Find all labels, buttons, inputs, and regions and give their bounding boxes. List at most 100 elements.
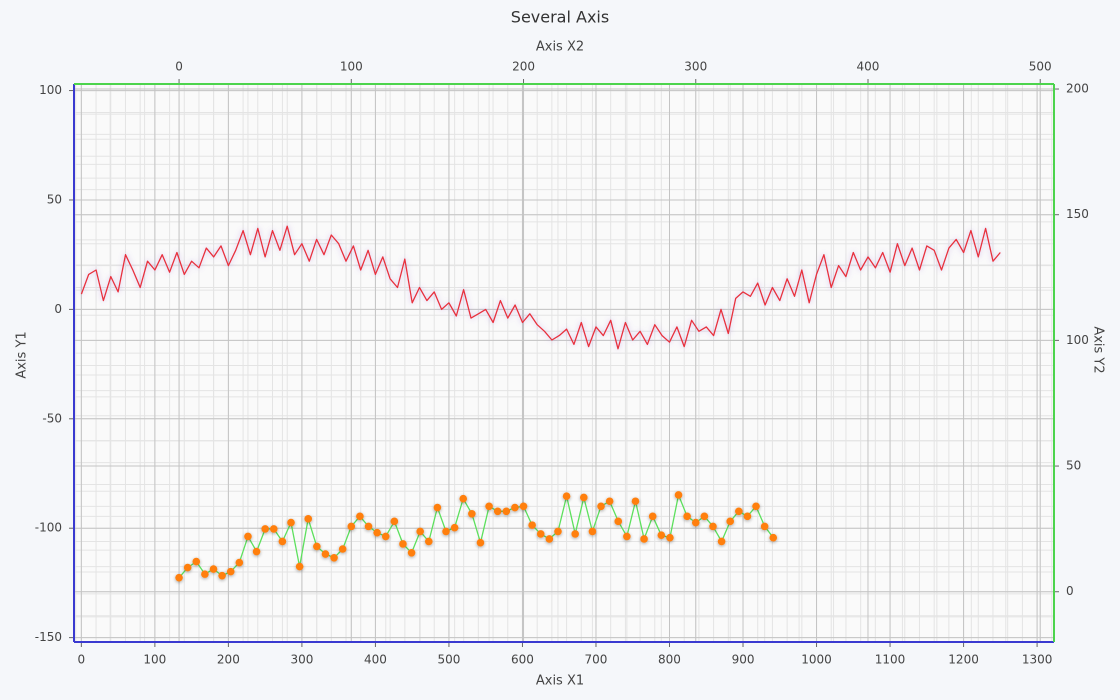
marker [459,494,468,503]
y-axis-title: Axis Y1 [15,331,30,378]
marker [373,528,381,537]
marker [287,518,295,527]
x2-tick-label: 500 [1029,60,1052,74]
series-line [80,225,1001,350]
marker [330,553,338,562]
marker [743,512,752,521]
marker [545,535,554,543]
x-axis-title: Axis X1 [536,674,584,689]
marker [416,527,424,536]
plot-area [74,84,1054,642]
marker [244,532,252,541]
chart-title: Several Axis [511,8,609,27]
marker [218,571,226,580]
x-tick-label: 900 [732,653,755,667]
axes: 0 100 200 300 400 500 600 700 800 900 1000 1100 1200… [35,60,1089,667]
x-tick-label: 600 [511,653,534,667]
marker [769,533,778,542]
marks [80,225,1001,582]
y-tick-label: 100 [39,83,62,97]
marker [554,527,562,536]
marker [235,558,244,567]
marker [347,522,356,531]
marker [313,542,321,551]
y-tick-label: -150 [35,630,62,644]
series-line [178,494,774,579]
marker [493,507,502,516]
marker [192,557,201,566]
marker [338,545,347,553]
marker [209,565,218,573]
x-tick-label: 300 [290,653,313,667]
marker [424,537,433,546]
y-tick-label: 50 [47,192,62,206]
marker [648,512,657,521]
marker [295,562,304,571]
x-tick-label: 1100 [875,653,906,667]
marker [760,522,769,531]
marker [252,547,261,556]
marker [597,502,605,511]
y-tick-label: -100 [35,521,62,535]
y2-tick-label: 150 [1066,207,1089,221]
x-tick-label: 400 [364,653,387,667]
x2-axis-title: Axis X2 [536,40,584,55]
marker [450,523,459,532]
marker [605,497,614,506]
x-tick-label: 1300 [1022,653,1053,667]
marker [640,535,648,543]
marker [691,518,700,527]
marker [519,502,528,511]
x2-tick-label: 0 [175,60,183,74]
marker [528,521,536,529]
marker [666,533,674,542]
x2-tick-label: 100 [340,60,363,74]
marker [580,493,588,502]
marker [269,525,278,533]
x2-tick-label: 200 [512,60,535,74]
marker [735,507,743,516]
marker [571,530,579,538]
marker [433,503,442,512]
marker [399,540,407,548]
y2-tick-label: 0 [1066,584,1074,598]
x-tick-label: 200 [217,653,240,667]
x2-tick-label: 400 [857,60,880,74]
y-tick-label: 0 [54,302,62,316]
marker [476,538,485,547]
marker [390,517,399,526]
x-tick-label: 100 [143,653,166,667]
x-tick-label: 500 [437,653,460,667]
marker [502,507,511,516]
marker [442,527,450,536]
marker [511,503,519,512]
x-tick-label: 1000 [801,653,832,667]
marker [700,512,709,521]
marker [321,550,330,558]
marker [657,531,666,539]
x-tick-label: 0 [78,653,86,667]
marker [175,573,183,582]
marker [562,492,571,501]
marker [364,522,373,531]
marker [683,512,691,521]
marker [623,532,631,541]
x-tick-label: 800 [658,653,681,667]
y2-tick-label: 50 [1066,459,1081,473]
y-tick-label: -50 [42,411,62,425]
marker [631,497,640,506]
marker [356,512,364,521]
marker [536,530,545,538]
marker [381,532,390,541]
marker [304,515,313,523]
marker [717,537,726,546]
marker [407,548,416,557]
y2-tick-label: 100 [1066,333,1089,347]
marker [614,517,623,526]
x-tick-label: 700 [585,653,608,667]
x-tick-label: 1200 [948,653,979,667]
marker [588,527,597,536]
marker [674,491,683,499]
marker [726,517,735,526]
